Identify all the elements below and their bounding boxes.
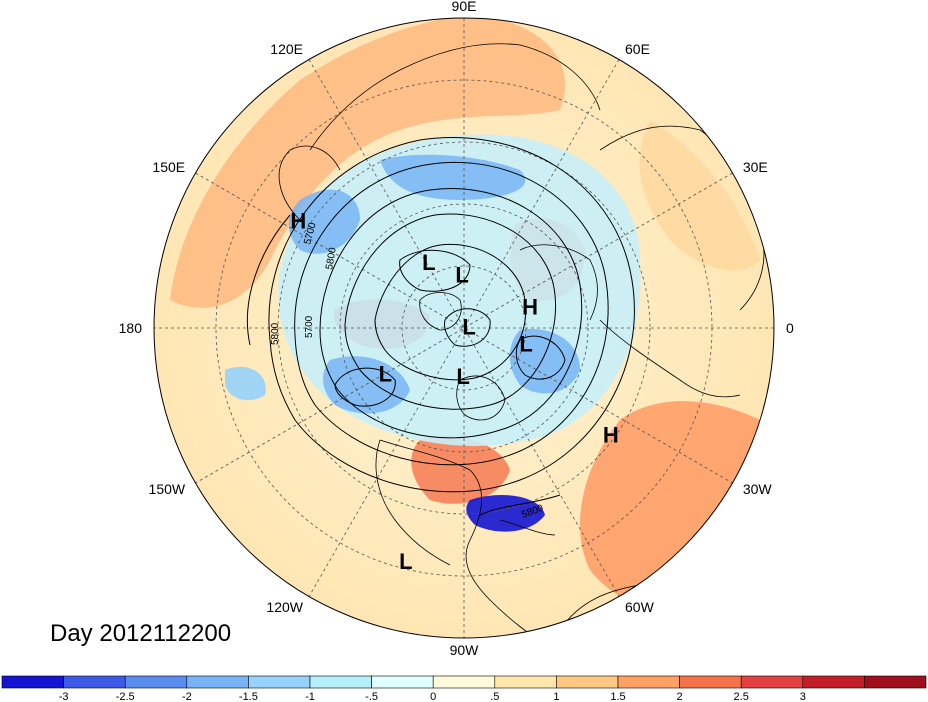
colorbar: -3 -2.5 -2 -1.5 -1 -.5 0 .5 1 1.5 2 2.5 3 bbox=[1, 675, 927, 702]
cold-region-alaska bbox=[288, 189, 360, 254]
colorbar-label: -1 bbox=[305, 691, 315, 702]
longitude-label: 120E bbox=[270, 41, 303, 57]
colorbar-swatch bbox=[371, 675, 434, 689]
cold-region-caribbean bbox=[466, 495, 545, 532]
height-contours bbox=[246, 137, 635, 516]
warm-region-pacific-asia bbox=[170, 18, 565, 308]
colorbar-swatch bbox=[740, 675, 804, 689]
contour-label: 5800 bbox=[270, 322, 281, 345]
colorbar-label: -.5 bbox=[365, 691, 378, 702]
high-pressure-center: H bbox=[290, 208, 306, 233]
longitude-label: 90W bbox=[450, 642, 480, 658]
low-pressure-center: L bbox=[379, 361, 392, 386]
colorbar-label: .5 bbox=[490, 691, 499, 702]
low-pressure-center: L bbox=[456, 364, 469, 389]
colorbar-swatch bbox=[556, 675, 619, 689]
low-pressure-center: L bbox=[399, 549, 412, 574]
colorbar-swatch bbox=[432, 675, 496, 689]
colorbar-swatch bbox=[617, 675, 680, 689]
longitude-label: 60E bbox=[625, 41, 650, 57]
low-pressure-center: L bbox=[455, 263, 468, 288]
colorbar-label: -2.5 bbox=[116, 691, 135, 702]
contour-label: 5700 bbox=[304, 315, 315, 338]
low-pressure-center: L bbox=[519, 331, 532, 356]
colorbar-label: -2 bbox=[182, 691, 192, 702]
longitude-label: 60W bbox=[625, 599, 655, 615]
longitude-label: 150E bbox=[152, 159, 185, 175]
warm-region-north-america bbox=[411, 436, 510, 504]
cold-region-west-pacific bbox=[225, 366, 266, 401]
colorbar-label: 2.5 bbox=[734, 691, 749, 702]
colorbar-label: 3 bbox=[800, 691, 806, 702]
colorbar-label: 2 bbox=[677, 691, 683, 702]
colorbar-label: -3 bbox=[59, 691, 69, 702]
longitude-label: 0 bbox=[786, 320, 794, 336]
colorbar-label: 1.5 bbox=[610, 691, 625, 702]
colorbar-swatch bbox=[864, 675, 927, 689]
graticule bbox=[154, 18, 774, 638]
colorbar-swatch bbox=[63, 675, 126, 689]
longitude-labels: 90E 60E 30E 0 30W 60W 90W 120W 150W 180 150E 120E bbox=[119, 0, 794, 658]
colorbar-swatch bbox=[309, 675, 372, 689]
longitude-label: 30E bbox=[743, 159, 768, 175]
longitude-label: 120W bbox=[266, 599, 303, 615]
low-pressure-center: L bbox=[422, 250, 435, 275]
high-pressure-center: H bbox=[522, 295, 538, 320]
colorbar-swatch bbox=[124, 675, 188, 689]
map-border bbox=[153, 17, 775, 639]
longitude-label: 150W bbox=[149, 481, 186, 497]
longitude-label: 90E bbox=[452, 0, 477, 14]
contour-label: 5800 bbox=[324, 246, 339, 270]
colorbar-label: -1.5 bbox=[239, 691, 258, 702]
cold-region-greenland bbox=[509, 329, 580, 394]
high-pressure-center: H bbox=[603, 423, 619, 448]
colorbar-swatch bbox=[248, 675, 311, 689]
longitude-label: 30W bbox=[743, 481, 773, 497]
low-pressure-center: L bbox=[462, 315, 475, 340]
colorbar-swatch bbox=[494, 675, 557, 689]
colorbar-swatch bbox=[802, 675, 865, 689]
colorbar-swatch bbox=[186, 675, 249, 689]
colorbar-label: 1 bbox=[553, 691, 559, 702]
warm-region-east bbox=[639, 120, 760, 271]
colorbar-swatch bbox=[679, 675, 742, 689]
map-title: Day 2012112200 bbox=[50, 620, 232, 647]
longitude-label: 180 bbox=[119, 320, 143, 336]
colorbar-swatch bbox=[1, 675, 64, 689]
colorbar-label: 0 bbox=[430, 691, 436, 702]
coastlines bbox=[278, 43, 765, 638]
